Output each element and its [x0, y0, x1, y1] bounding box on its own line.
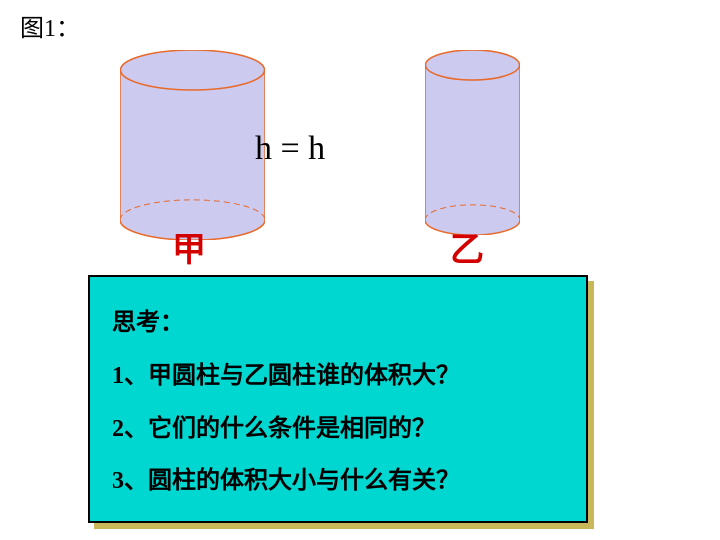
figure-title: 图1： [20, 8, 80, 43]
think-box: 思考： 1、甲圆柱与乙圆柱谁的体积大？ 2、它们的什么条件是相同的？ 3、圆柱的… [88, 275, 588, 523]
cylinder-a [120, 50, 265, 240]
equation-text: h = h [255, 130, 325, 168]
think-q2: 2、它们的什么条件是相同的？ [112, 403, 564, 456]
think-q1: 1、甲圆柱与乙圆柱谁的体积大？ [112, 350, 564, 403]
cylinder-b [425, 50, 520, 235]
label-cylinder-b: 乙 [450, 222, 484, 271]
think-q3: 3、圆柱的体积大小与什么有关？ [112, 455, 564, 508]
label-cylinder-a: 甲 [172, 222, 206, 271]
think-title: 思考： [112, 297, 564, 350]
